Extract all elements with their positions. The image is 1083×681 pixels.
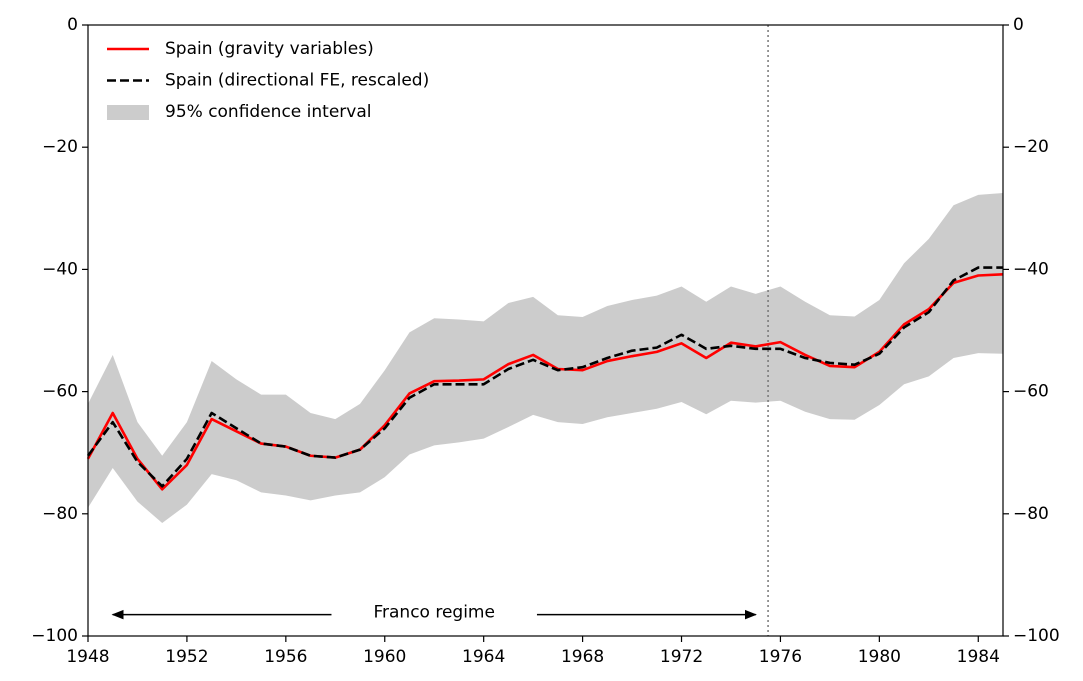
series-line [86, 266, 1003, 488]
y-tick-label: −20 [42, 137, 78, 157]
y-tick-label: 0 [67, 15, 78, 35]
x-tick-label: 1956 [264, 647, 307, 667]
y2-tick-label: −60 [1013, 382, 1049, 402]
y-tick-label: −60 [42, 382, 78, 402]
y2-tick-label: −100 [1013, 626, 1060, 646]
x-tick-label: 1948 [66, 647, 109, 667]
x-tick-label: 1984 [957, 647, 1000, 667]
legend-label: Spain (gravity variables) [165, 39, 374, 59]
x-tick-label: 1960 [363, 647, 406, 667]
y2-tick-label: −80 [1013, 504, 1049, 524]
x-tick-label: 1976 [759, 647, 802, 667]
y2-tick-label: −40 [1013, 259, 1049, 279]
confidence-band [88, 193, 1003, 523]
y2-tick-label: 0 [1013, 15, 1024, 35]
x-tick-label: 1980 [858, 647, 901, 667]
legend-swatch [107, 105, 149, 120]
y-tick-label: −80 [42, 504, 78, 524]
x-tick-label: 1952 [165, 647, 208, 667]
legend-label: 95% confidence interval [165, 102, 371, 122]
y-tick-label: −100 [31, 626, 78, 646]
annotation-text: Franco regime [373, 603, 494, 623]
plot-frame [87, 24, 1004, 637]
series-line [86, 272, 1004, 491]
x-tick-label: 1964 [462, 647, 505, 667]
y-tick-label: −40 [42, 259, 78, 279]
y2-tick-label: −20 [1013, 137, 1049, 157]
x-tick-label: 1972 [660, 647, 703, 667]
legend-label: Spain (directional FE, rescaled) [165, 71, 429, 91]
x-tick-label: 1968 [561, 647, 604, 667]
